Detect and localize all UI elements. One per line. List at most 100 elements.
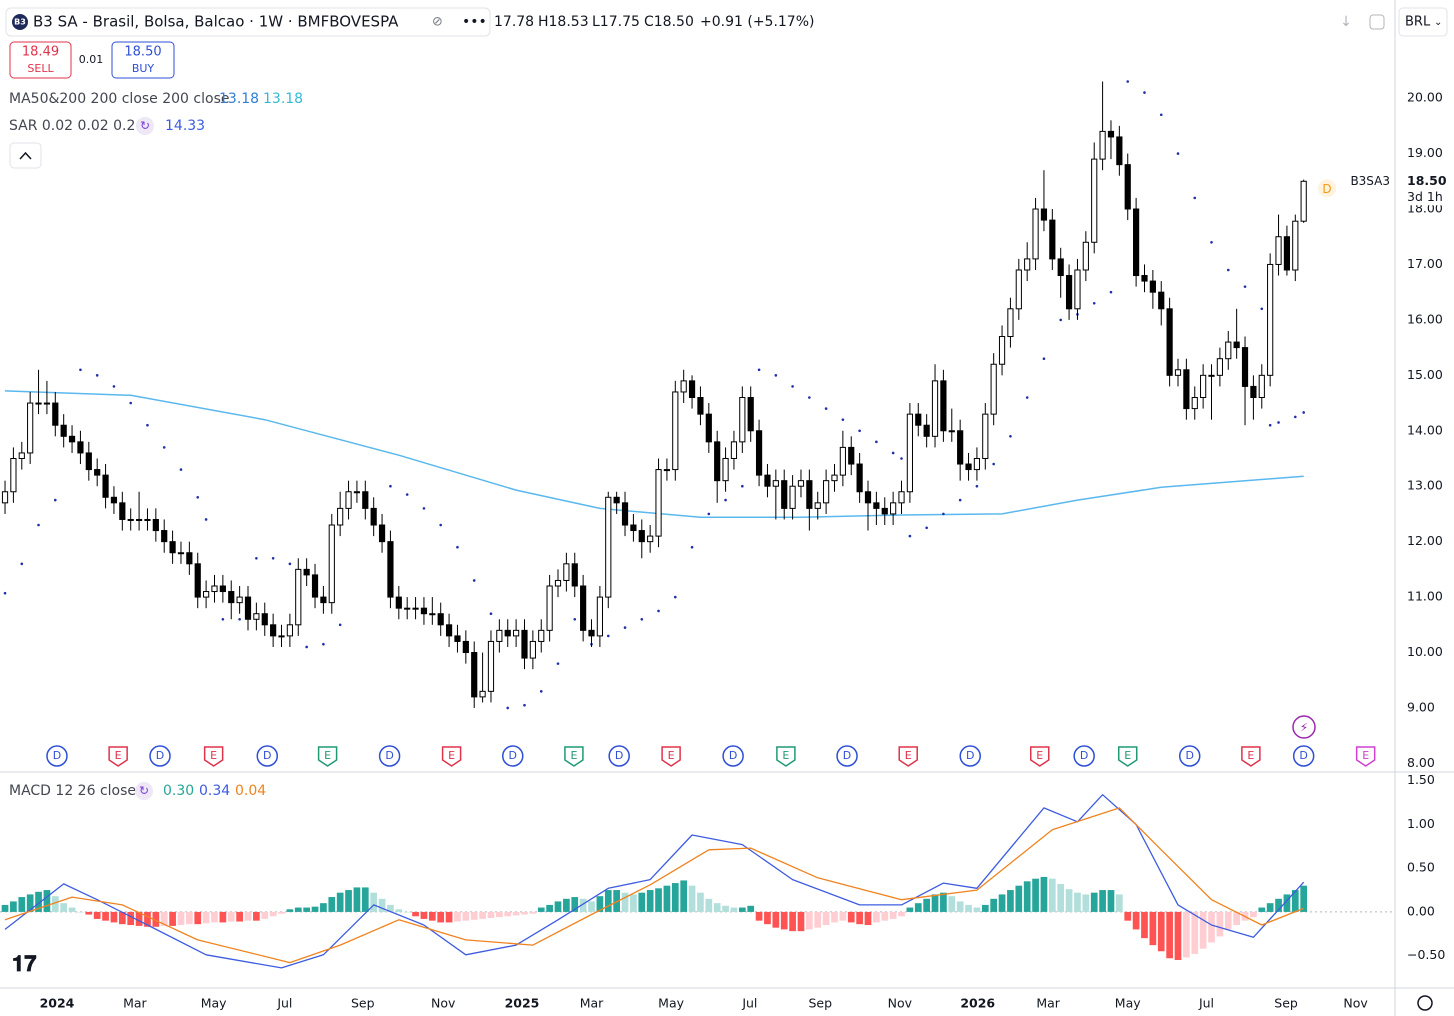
histogram-bar bbox=[487, 911, 495, 919]
earnings-marker[interactable] bbox=[1030, 746, 1050, 767]
earnings-marker[interactable] bbox=[1117, 746, 1138, 767]
ma-legend[interactable]: MA50&200 200 close 200 close bbox=[9, 91, 229, 107]
tv-logo[interactable]: 𝟏𝟕 bbox=[12, 952, 37, 977]
dividend-marker[interactable] bbox=[722, 745, 744, 767]
histogram-bar bbox=[261, 911, 269, 919]
candle-body bbox=[1040, 208, 1048, 221]
histogram-bar bbox=[445, 911, 453, 923]
candle-body bbox=[672, 391, 679, 471]
settings-icon[interactable] bbox=[1417, 995, 1433, 1011]
symbol-box[interactable] bbox=[5, 7, 491, 37]
collapse-arrow bbox=[19, 151, 32, 160]
sar-dot bbox=[606, 634, 610, 638]
event-label: D bbox=[1080, 749, 1088, 762]
candle-body bbox=[85, 452, 92, 471]
sar-icon[interactable] bbox=[136, 117, 154, 135]
candle-body bbox=[1233, 341, 1240, 349]
sar-dot bbox=[824, 407, 828, 410]
more-icon[interactable]: ••• bbox=[462, 14, 487, 30]
sell-button[interactable] bbox=[9, 41, 72, 79]
fullscreen-icon[interactable] bbox=[1369, 14, 1385, 30]
candle-body bbox=[278, 635, 285, 638]
dividend-marker[interactable] bbox=[1292, 745, 1315, 767]
histogram-bar bbox=[311, 906, 319, 912]
candle-body bbox=[998, 336, 1006, 365]
earnings-marker[interactable] bbox=[108, 746, 128, 767]
sar-dot bbox=[338, 623, 342, 627]
candle-body bbox=[722, 457, 729, 482]
collapse-legend[interactable] bbox=[9, 142, 42, 169]
histogram-bar bbox=[1199, 911, 1207, 949]
histogram-bar bbox=[655, 888, 662, 912]
sar-dot bbox=[724, 498, 727, 502]
histogram-bar bbox=[420, 911, 428, 919]
candle-body bbox=[663, 469, 671, 472]
candle-body bbox=[471, 652, 478, 698]
buy-button[interactable] bbox=[111, 41, 175, 79]
macd-icon[interactable] bbox=[135, 782, 153, 800]
histogram-bar bbox=[814, 911, 822, 928]
histogram-bar bbox=[822, 911, 830, 926]
dividend-marker[interactable] bbox=[1178, 745, 1201, 767]
earnings-marker[interactable] bbox=[441, 746, 462, 767]
histogram-bar bbox=[1057, 883, 1065, 912]
histogram-bar bbox=[26, 894, 34, 912]
dividend-marker[interactable] bbox=[149, 745, 171, 767]
dividend-marker[interactable] bbox=[836, 745, 858, 767]
candle-body bbox=[764, 474, 771, 487]
lightning-icon[interactable] bbox=[1292, 715, 1316, 739]
x-tick-label: May bbox=[201, 996, 227, 1011]
dividend-marker[interactable] bbox=[1073, 745, 1095, 767]
event-label: D bbox=[263, 749, 271, 762]
histogram-bar bbox=[127, 911, 135, 926]
y-tick-label: 0.00 bbox=[1407, 903, 1435, 918]
histogram-bar bbox=[1141, 911, 1148, 939]
earnings-marker[interactable] bbox=[776, 746, 796, 767]
candle-body bbox=[647, 535, 654, 543]
candle-body bbox=[1065, 275, 1073, 310]
histogram-bar bbox=[730, 907, 738, 912]
candle-body bbox=[387, 541, 394, 598]
dividend-marker[interactable] bbox=[46, 745, 68, 767]
earnings-marker[interactable] bbox=[317, 746, 338, 767]
y-tick-label: 15.00 bbox=[1407, 367, 1443, 382]
ma-line bbox=[4, 390, 1304, 519]
histogram-bar bbox=[353, 887, 361, 912]
candle-body bbox=[529, 640, 536, 659]
dividend-marker[interactable] bbox=[959, 745, 981, 767]
histogram-bar bbox=[227, 911, 235, 922]
histogram-bar bbox=[998, 894, 1006, 912]
candle-body bbox=[161, 530, 168, 543]
histogram-bar bbox=[973, 907, 981, 912]
earnings-marker[interactable] bbox=[661, 746, 681, 767]
earnings-marker[interactable] bbox=[564, 746, 584, 767]
candle-body bbox=[228, 591, 235, 604]
y-tick-label: 13.00 bbox=[1407, 478, 1443, 493]
earnings-marker[interactable] bbox=[898, 746, 918, 767]
histogram-bar bbox=[1124, 911, 1132, 921]
dividend-marker[interactable] bbox=[378, 745, 401, 767]
histogram-bar bbox=[839, 911, 847, 921]
candle-body bbox=[772, 480, 779, 487]
sar-legend[interactable]: SAR 0.02 0.02 0.2 bbox=[9, 118, 135, 134]
currency-box[interactable] bbox=[1398, 7, 1448, 37]
candle-body bbox=[194, 563, 201, 598]
candle-body bbox=[1208, 374, 1215, 377]
hide-icon[interactable]: ⊘ bbox=[432, 15, 443, 30]
dividend-marker[interactable] bbox=[608, 745, 630, 767]
histogram-bar bbox=[1191, 911, 1199, 954]
histogram-bar bbox=[1166, 911, 1173, 959]
earnings-marker[interactable] bbox=[203, 746, 224, 767]
candle-body bbox=[806, 480, 813, 509]
histogram-bar bbox=[110, 911, 118, 923]
macd-legend-value: 0.30 bbox=[163, 783, 194, 799]
macd-legend[interactable]: MACD 12 26 close bbox=[9, 783, 136, 799]
histogram-bar bbox=[914, 903, 922, 912]
candle-body bbox=[1166, 308, 1173, 376]
spread: 0.01 bbox=[79, 53, 104, 66]
dividend-marker[interactable] bbox=[502, 745, 524, 767]
dividend-marker[interactable] bbox=[256, 745, 279, 767]
earnings-marker[interactable] bbox=[1241, 746, 1261, 767]
download-icon[interactable]: ↓ bbox=[1340, 14, 1352, 30]
earnings-marker[interactable] bbox=[1355, 746, 1376, 767]
